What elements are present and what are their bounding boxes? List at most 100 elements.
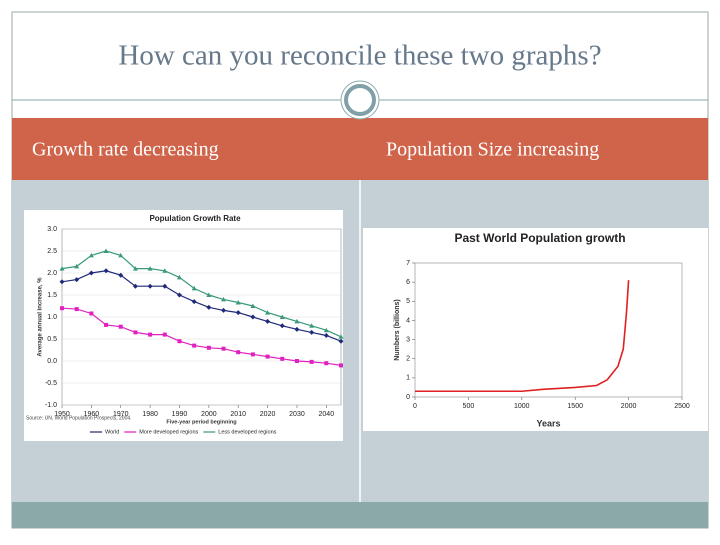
legend-label: World (105, 429, 119, 435)
point (324, 361, 329, 366)
x-tick-label: 1000 (514, 403, 530, 410)
x-tick-label: 2040 (319, 411, 335, 418)
y-tick-label: 4 (406, 317, 410, 324)
point (294, 318, 300, 324)
chart-title: Past World Population growth (454, 231, 625, 245)
point (162, 268, 168, 273)
point (221, 307, 227, 313)
point (74, 307, 79, 312)
y-tick-label: 3.0 (47, 226, 57, 233)
point (118, 252, 124, 258)
x-tick-label: 2030 (289, 411, 305, 418)
series-line (415, 280, 630, 393)
chart-title: Population Growth Rate (149, 214, 241, 223)
point (339, 363, 343, 368)
x-tick-label: 1500 (567, 403, 583, 410)
point (323, 327, 329, 333)
point (118, 324, 123, 329)
point (235, 310, 241, 316)
point (265, 318, 271, 324)
series-line (61, 307, 342, 366)
y-tick-label: 7 (406, 260, 410, 267)
point (206, 345, 211, 350)
point (162, 283, 168, 289)
y-tick-label: 6 (406, 279, 410, 286)
point (104, 322, 109, 327)
point (206, 304, 212, 310)
point (59, 266, 65, 271)
point (250, 352, 255, 357)
point (265, 310, 271, 315)
y-tick-label: 3 (406, 336, 410, 343)
point (338, 338, 344, 344)
point (162, 332, 167, 337)
point (221, 296, 227, 302)
point (309, 359, 314, 364)
x-tick-label: 1980 (142, 411, 158, 418)
point (148, 332, 153, 337)
point (147, 283, 153, 289)
point (133, 330, 138, 335)
point (294, 359, 299, 363)
point (147, 266, 153, 271)
legend-label: More developed regions (139, 429, 198, 435)
point (176, 292, 182, 298)
slide-title: How can you reconcile these two graphs? (118, 40, 601, 72)
header-left: Growth rate decreasing (32, 139, 219, 161)
y-tick-label: 2 (406, 356, 410, 363)
point (59, 279, 65, 285)
point (309, 329, 315, 335)
point (88, 270, 94, 276)
x-tick-label: 1960 (84, 411, 100, 418)
source-note: Source: UN, World Population Prospects, … (26, 415, 132, 421)
point (294, 326, 300, 332)
point (118, 272, 124, 278)
y-tick-label: -0.5 (45, 380, 57, 387)
point (88, 252, 94, 258)
point (177, 339, 182, 344)
y-axis-label: Numbers (billions) (394, 299, 401, 360)
point (265, 354, 270, 359)
x-tick-label: 2010 (230, 411, 246, 418)
point (323, 332, 329, 338)
point (338, 334, 344, 339)
y-tick-label: 0.5 (47, 336, 57, 343)
point (74, 277, 80, 283)
header-right: Population Size increasing (386, 139, 599, 161)
point (89, 311, 94, 316)
y-tick-label: 2.0 (47, 270, 57, 277)
plot-area (414, 262, 683, 398)
x-tick-label: 2020 (260, 411, 276, 418)
x-tick-label: 1950 (54, 411, 70, 418)
x-tick-label: 2000 (621, 403, 637, 410)
y-tick-label: 1.5 (47, 292, 57, 299)
header-band (12, 118, 708, 180)
y-axis-label: Average annual increase, % (38, 277, 44, 357)
y-tick-label: 0.0 (47, 358, 57, 365)
y-tick-label: 1.0 (47, 314, 57, 321)
point (279, 323, 285, 329)
legend-label: Less developed regions (218, 429, 276, 435)
x-tick-label: 500 (463, 403, 475, 410)
y-tick-label: 2.5 (47, 248, 57, 255)
point (132, 283, 138, 289)
point (250, 303, 256, 308)
y-tick-label: 5 (406, 298, 410, 305)
point (103, 268, 109, 274)
point (132, 266, 138, 271)
point (191, 299, 197, 305)
footer-band (12, 502, 708, 528)
x-tick-label: 1970 (113, 411, 129, 418)
point (280, 356, 285, 361)
series-line (61, 250, 342, 338)
point (176, 274, 182, 280)
point (221, 346, 226, 351)
series-line (61, 270, 342, 342)
point (103, 248, 109, 253)
x-axis-label: Years (536, 418, 560, 428)
x-tick-label: 2500 (674, 403, 690, 410)
ornament-ring (344, 84, 376, 116)
point (74, 263, 80, 269)
x-axis-label: Five-year period beginning (166, 419, 236, 425)
